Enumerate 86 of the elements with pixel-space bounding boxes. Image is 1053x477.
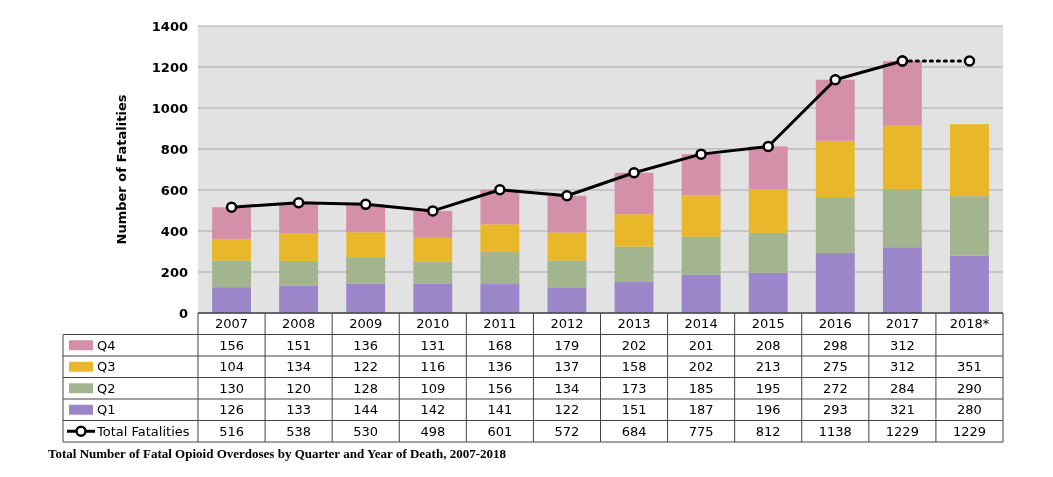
data-label: 290 — [957, 380, 982, 396]
data-label: 120 — [286, 380, 312, 396]
y-tick-label: 0 — [178, 305, 188, 321]
data-label: 158 — [621, 359, 647, 375]
data-label: 516 — [219, 423, 244, 439]
data-label: 126 — [219, 402, 244, 418]
data-label: 284 — [889, 380, 915, 396]
data-label: 151 — [286, 337, 312, 353]
data-label: 293 — [822, 402, 848, 418]
data-label: 116 — [420, 359, 446, 375]
x-tick-label: 2011 — [483, 316, 517, 332]
data-label: 351 — [957, 359, 982, 375]
data-label: 201 — [688, 337, 714, 353]
data-label: 151 — [621, 402, 647, 418]
x-tick-label: 2014 — [684, 316, 718, 332]
data-label: 202 — [621, 337, 647, 353]
data-label: 498 — [420, 423, 446, 439]
x-tick-label: 2013 — [617, 316, 651, 332]
y-tick-label: 1200 — [151, 59, 188, 75]
data-label: 202 — [688, 359, 714, 375]
data-label: 134 — [554, 380, 580, 396]
legend-label: Q4 — [97, 337, 116, 353]
data-label: 128 — [353, 380, 379, 396]
y-tick-label: 600 — [160, 182, 188, 198]
x-tick-label: 2007 — [214, 316, 249, 332]
data-label: 312 — [889, 359, 915, 375]
x-tick-label: 2017 — [885, 316, 919, 332]
data-label: 141 — [487, 402, 513, 418]
data-label: 812 — [755, 423, 781, 439]
data-label: 144 — [353, 402, 379, 418]
data-label: 684 — [621, 423, 647, 439]
x-tick-label: 2010 — [416, 316, 450, 332]
y-tick-label: 1400 — [151, 18, 188, 34]
data-label: 195 — [755, 380, 781, 396]
data-label: 208 — [755, 337, 781, 353]
y-tick-label: 400 — [160, 223, 188, 239]
data-label: 280 — [957, 402, 982, 418]
x-tick-label: 2016 — [818, 316, 852, 332]
data-label: 122 — [353, 359, 379, 375]
data-label: 104 — [219, 359, 244, 375]
data-label: 196 — [755, 402, 781, 418]
data-label: 312 — [889, 337, 915, 353]
data-label: 137 — [554, 359, 580, 375]
data-label: 213 — [755, 359, 781, 375]
data-label: 156 — [487, 380, 513, 396]
data-label: 173 — [621, 380, 647, 396]
data-label: 122 — [554, 402, 580, 418]
legend-label: Q2 — [97, 380, 116, 396]
data-label: 572 — [554, 423, 580, 439]
data-label: 130 — [219, 380, 244, 396]
data-label: 530 — [353, 423, 379, 439]
legend-label: Total Fatalities — [96, 423, 190, 439]
data-label: 134 — [286, 359, 312, 375]
x-tick-label: 2015 — [751, 316, 785, 332]
y-tick-label: 1000 — [151, 100, 188, 116]
data-label: 136 — [487, 359, 513, 375]
data-label: 187 — [688, 402, 714, 418]
data-label: 298 — [822, 337, 848, 353]
y-axis-title: Number of Fatalities — [114, 94, 129, 245]
data-label: 275 — [822, 359, 848, 375]
data-label: 1138 — [818, 423, 852, 439]
data-label: 156 — [219, 337, 244, 353]
x-tick-label: 2008 — [282, 316, 316, 332]
data-label: 133 — [286, 402, 312, 418]
data-label: 601 — [487, 423, 513, 439]
data-label: 775 — [688, 423, 714, 439]
data-label: 321 — [889, 402, 915, 418]
data-label: 136 — [353, 337, 379, 353]
x-tick-label: 2012 — [550, 316, 584, 332]
data-label: 538 — [286, 423, 312, 439]
data-label: 109 — [420, 380, 446, 396]
y-tick-label: 200 — [160, 264, 188, 280]
data-label: 168 — [487, 337, 513, 353]
text: Total Number of Fatal Opioid Overdoses by Quarter and Year of Death, 2007-2018 — [48, 446, 507, 461]
legend-label: Q1 — [97, 402, 116, 418]
data-label: 142 — [420, 402, 446, 418]
data-label: 179 — [554, 337, 580, 353]
data-label: 1229 — [885, 423, 919, 439]
x-tick-label: 2009 — [349, 316, 383, 332]
x-tick-label: 2018* — [949, 316, 990, 332]
data-label: 131 — [420, 337, 446, 353]
text: 1229 — [952, 423, 987, 439]
legend-label: Q3 — [97, 359, 116, 375]
data-label: 272 — [822, 380, 848, 396]
data-label: 185 — [688, 380, 714, 396]
y-tick-label: 800 — [160, 141, 188, 157]
